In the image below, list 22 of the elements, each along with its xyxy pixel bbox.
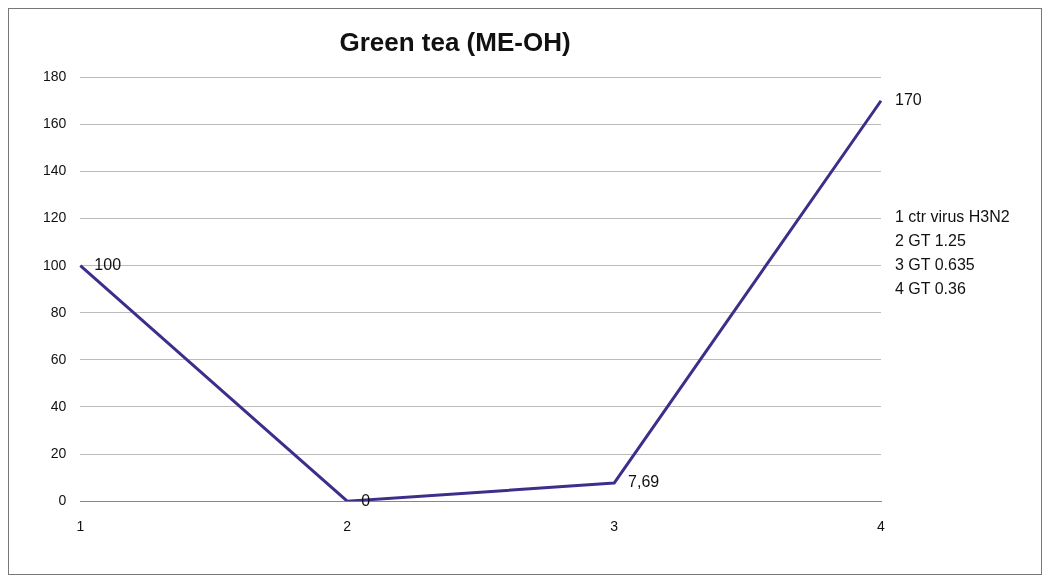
y-tick-label: 0 xyxy=(58,492,67,509)
text: 2 GT 1.25 xyxy=(895,231,966,249)
text: 4 GT 0.36 xyxy=(895,279,966,297)
x-tick-label: 3 xyxy=(610,518,619,535)
data-label: 7,69 xyxy=(628,473,660,491)
y-tick-label: 100 xyxy=(43,256,67,273)
y-tick-label: 40 xyxy=(50,397,67,414)
text: 1 ctr virus H3N2 xyxy=(895,207,1010,225)
y-tick-label: 160 xyxy=(43,115,67,132)
x-tick-label: 4 xyxy=(877,518,886,535)
y-tick-label: 180 xyxy=(43,68,67,85)
x-tick-label: 1 xyxy=(76,518,85,535)
data-label: 170 xyxy=(895,91,922,109)
y-tick-label: 120 xyxy=(43,209,67,226)
y-tick-label: 60 xyxy=(50,350,67,367)
y-tick-label: 80 xyxy=(50,303,67,320)
x-tick-label: 2 xyxy=(343,518,352,535)
chart-title: Green tea (ME-OH) xyxy=(339,26,571,57)
y-tick-label: 140 xyxy=(43,162,67,179)
text: 3 GT 0.635 xyxy=(895,255,975,273)
y-tick-label: 20 xyxy=(50,444,67,461)
data-label: 100 xyxy=(94,256,122,274)
